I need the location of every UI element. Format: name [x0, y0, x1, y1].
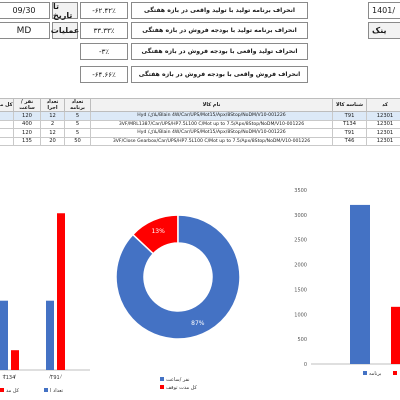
bar-t134-s0: [0, 300, 8, 370]
cell-code: 12301: [376, 121, 394, 128]
cell-total: [0, 129, 14, 137]
tick-label-t91: T91: [49, 375, 59, 381]
bar-s1: [391, 306, 400, 364]
legend-label-program: برنامه: [369, 371, 381, 377]
cell-id: T91: [333, 129, 367, 137]
operation-label: عملیات: [51, 22, 79, 39]
table-row[interactable]: 135 20 50 3VF/Close Gearbox/Car/UPS/HP7.5L1…: [0, 137, 400, 146]
y-tick-label-3000: 3000: [294, 213, 307, 219]
kpi-value-3: -۳٪: [80, 43, 128, 60]
kpi-label-1: انحراف برنامه تولید با تولید واقعی در با…: [131, 2, 308, 19]
legend-swatch-program: [363, 371, 367, 375]
y-tick-label-2500: 2500: [294, 238, 307, 244]
header-product-id: شناسه کالا: [333, 99, 367, 111]
legend-swatch-s0: [44, 388, 48, 392]
y-tick-label-2000: 2000: [294, 263, 307, 269]
cell-person-hour: 120: [14, 112, 41, 120]
cell-code: 12301: [376, 112, 394, 119]
stop-time-donut-chart: 13% 87% نفر /ساعت کل مدت توقف: [115, 214, 241, 391]
table-row[interactable]: 400 2 5 3VF/MRL1387/Car/UPS/HP7.5L100 C/Mot…: [0, 120, 400, 129]
header-program-count: تعداد برنامه: [65, 99, 91, 111]
cell-id: T91: [333, 112, 367, 120]
y-tick-label-1500: 1500: [294, 287, 307, 293]
bar-s0: [350, 204, 370, 364]
cell-total: [0, 137, 14, 145]
tick-label-t91-s0: /: [49, 374, 51, 380]
cell-total: [0, 120, 14, 128]
kpi-value-2: ۳۳.۳۳٪: [80, 22, 128, 39]
cell-person-hour: 135: [14, 137, 41, 145]
table-row[interactable]: 120 12 5 Hyd /بلاک/Blain 4W/Car/UPS/Mot15/A…: [0, 129, 400, 138]
legend-label-s0: تعداد ا: [50, 388, 64, 394]
cell-name: Hyd /بلاک/Blain 4W/Car/UPS/Mot15/Apx/8St…: [91, 112, 333, 120]
cell-id: T46: [333, 137, 367, 145]
cell-exec: 2: [41, 120, 65, 128]
legend-swatch-s1: [0, 388, 4, 392]
to-date-label: تا تاریخ: [52, 2, 78, 20]
cell-name: Hyd /بلاک/Blain 4W/Car/UPS/Mot15/Apx/8St…: [91, 129, 333, 137]
header-code: کد: [367, 99, 400, 111]
kpi-label-4: انحراف فروش واقعی با بودجه فروش در بازه …: [131, 66, 308, 83]
legend-swatch-s1: [393, 371, 397, 375]
kpi-label-3: انحراف تولید واقعی با بودجه فروش در بازه…: [131, 43, 308, 60]
table-header: کل مد نفر /ساعت تعداد اجرا تعداد برنامه …: [0, 98, 400, 112]
header-person-hour: نفر /ساعت: [14, 99, 41, 111]
cell-person-hour: 120: [14, 129, 41, 137]
cell-program: 5: [65, 112, 91, 120]
cell-person-hour: 400: [14, 120, 41, 128]
tick-label-t134-s1: /: [14, 374, 16, 380]
from-date-value[interactable]: 1401/: [368, 2, 400, 19]
table-row[interactable]: 120 12 5 Hyd /بلاک/Blain 4W/Car/UPS/Mot15/A…: [0, 112, 400, 121]
y-tick-label-1000: 1000: [294, 312, 307, 318]
cell-name: 3VF/MRL1387/Car/UPS/HP7.5L100 C/Mot up t…: [91, 120, 333, 128]
kpi-value-1: -۶۲.۴۲٪: [80, 2, 128, 19]
legend-swatch-person-hour: [160, 377, 164, 381]
donut-label-stop: 13%: [151, 228, 165, 235]
legend-swatch-stop: [160, 385, 164, 389]
program-bar-chart: 0 500 1000 1500 2000 2500 3000 3500 برنامه: [294, 188, 400, 377]
cell-code: 12301: [376, 138, 394, 145]
cell-code: 12301: [376, 129, 394, 136]
donut-slice-person-hour: [115, 214, 241, 340]
to-date-value[interactable]: 09/30: [0, 2, 50, 19]
cell-name: 3VF/Close Gearbox/Car/UPS/HP7.5L100 C/Mo…: [91, 137, 333, 145]
tick-label-t91-s1: /: [60, 374, 62, 380]
legend-label-s1: کل مد: [6, 388, 20, 394]
code-label: ینک: [368, 22, 400, 39]
kpi-value-4: -۶۴.۶۶٪: [80, 66, 128, 83]
cell-program: 50: [65, 137, 91, 145]
legend-label-person-hour: نفر /ساعت: [166, 377, 190, 383]
header-total: کل مد: [0, 99, 14, 111]
legend-label-stop: کل مدت توقف: [166, 385, 198, 391]
header-exec-count: تعداد اجرا: [41, 99, 65, 111]
cell-program: 5: [65, 120, 91, 128]
tick-label-t134: T134: [2, 375, 16, 381]
products-table: کل مد نفر /ساعت تعداد اجرا تعداد برنامه …: [0, 98, 400, 146]
y-tick-label-3500: 3500: [294, 188, 307, 194]
bar-t134-s1: [11, 350, 19, 370]
bar-t91-s1: [57, 213, 65, 370]
kpi-label-2: انحراف برنامه تولید با بودجه فروش در باز…: [131, 22, 308, 39]
header-product-name: نام کالا: [91, 99, 333, 111]
cell-program: 5: [65, 129, 91, 137]
bar-t91-s0: [46, 300, 54, 370]
tick-label-t134-s0: /: [3, 374, 5, 380]
cell-exec: 20: [41, 137, 65, 145]
donut-label-person-hour: 87%: [191, 320, 205, 327]
cell-exec: 12: [41, 129, 65, 137]
table-body: 120 12 5 Hyd /بلاک/Blain 4W/Car/UPS/Mot15/A…: [0, 112, 400, 146]
y-tick-label-0: 0: [304, 362, 307, 368]
cell-id: T134: [333, 120, 367, 128]
cell-total: [0, 112, 14, 120]
cell-exec: 12: [41, 112, 65, 120]
operation-value[interactable]: MD: [0, 22, 50, 39]
y-tick-label-500: 500: [297, 337, 307, 343]
